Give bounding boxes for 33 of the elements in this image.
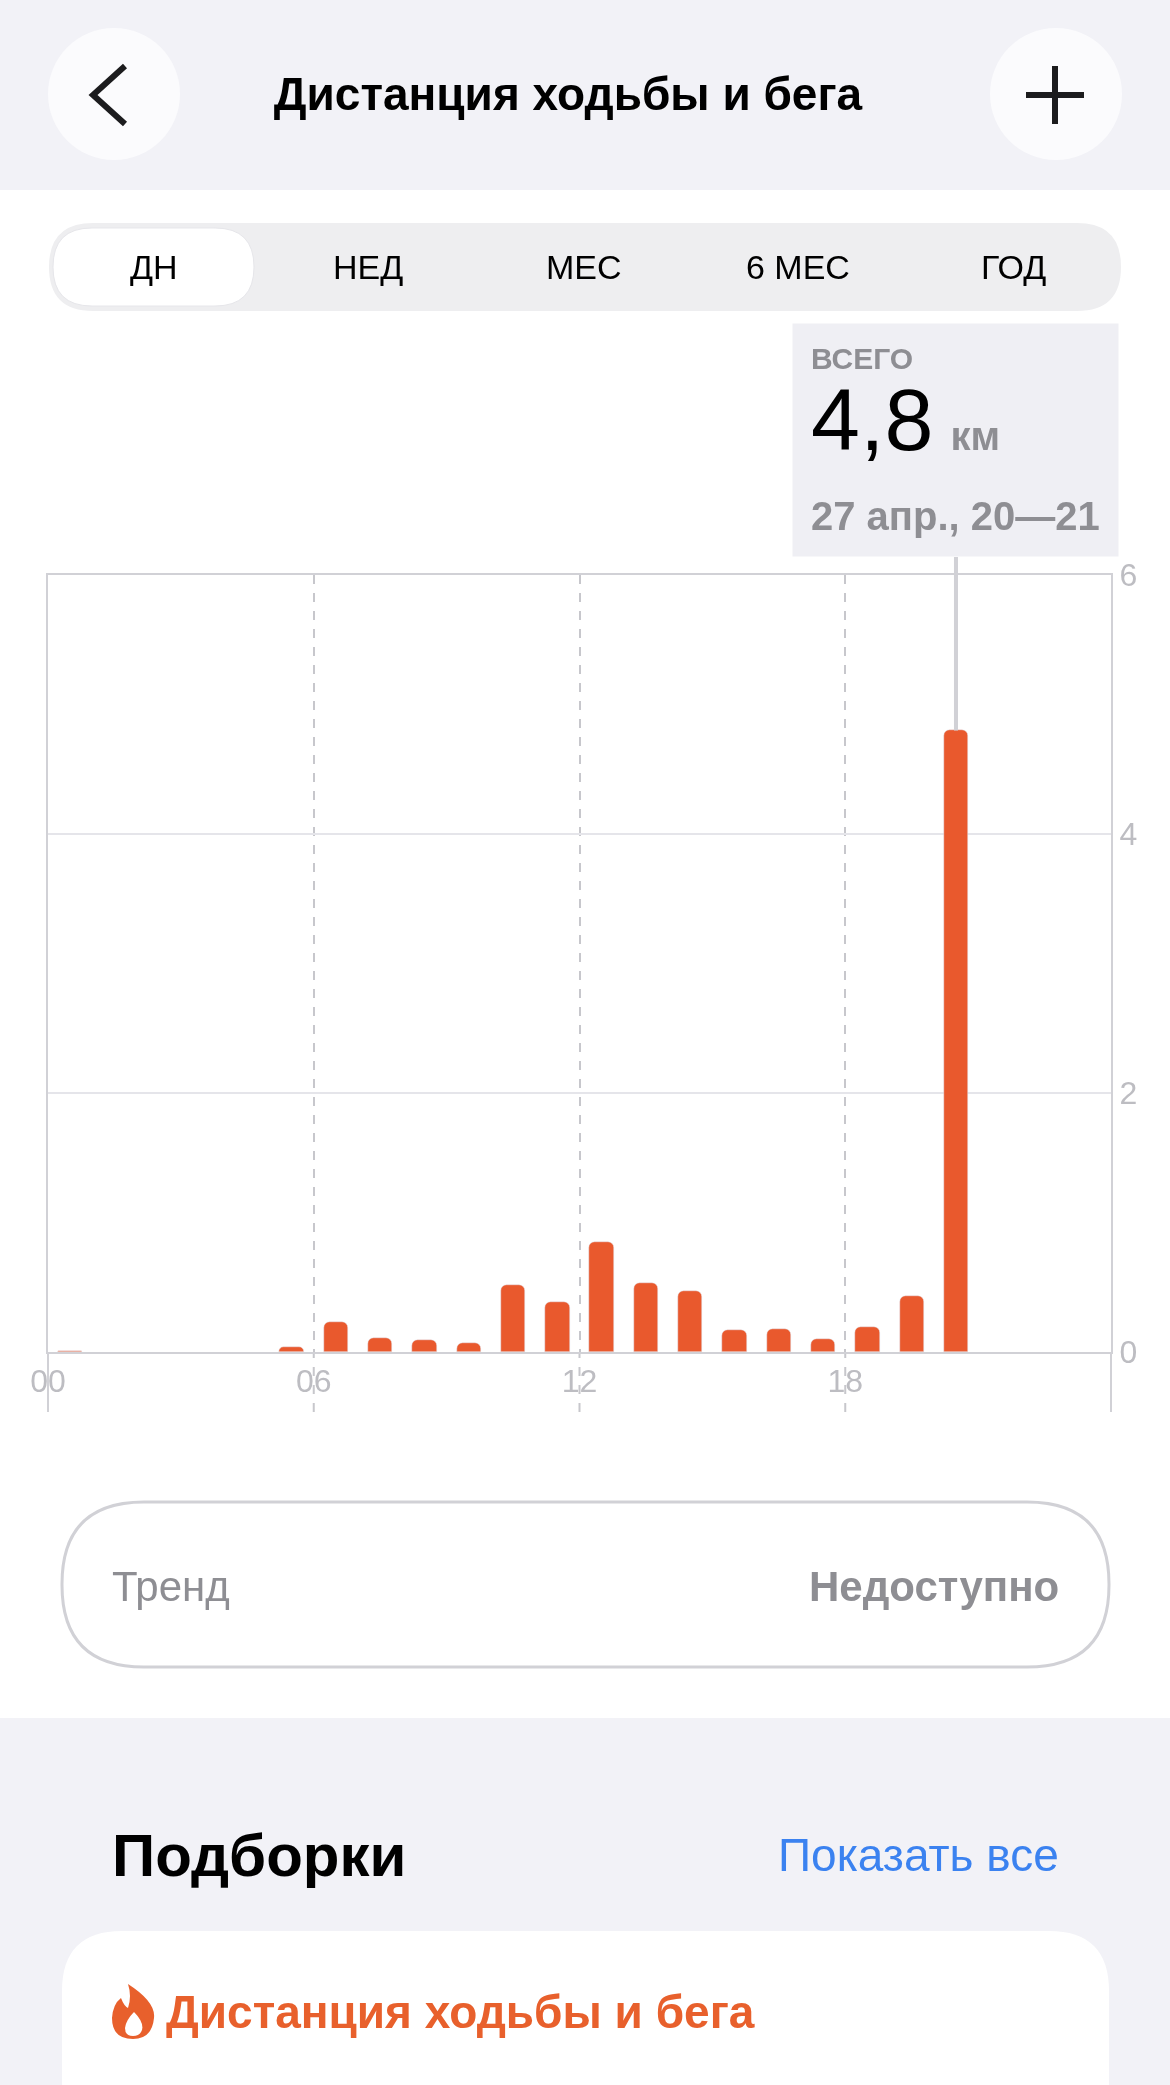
bar xyxy=(411,1339,437,1352)
bar xyxy=(810,1338,835,1352)
text: Недоступно xyxy=(809,1563,1060,1610)
y-tick-label: 6 xyxy=(1119,557,1138,594)
text: Дистанция ходьбы и бега xyxy=(166,1986,755,2038)
bar xyxy=(899,1295,924,1352)
bar xyxy=(633,1282,658,1352)
text: ДН xyxy=(130,248,178,286)
x-tick-label: 12 xyxy=(561,1363,598,1400)
y-tick-label: 0 xyxy=(1119,1334,1138,1371)
text: ГОД xyxy=(981,248,1047,286)
x-tick-label: 18 xyxy=(827,1363,864,1400)
bar xyxy=(588,1241,614,1352)
text: Тренд xyxy=(112,1563,230,1610)
y-tick-label: 4 xyxy=(1119,816,1138,853)
text: Показать все xyxy=(778,1829,1059,1881)
bar xyxy=(367,1337,392,1352)
bar xyxy=(854,1326,880,1352)
bar xyxy=(721,1329,747,1352)
text: НЕД xyxy=(333,248,404,286)
bar xyxy=(677,1290,702,1352)
bar xyxy=(323,1321,348,1352)
annotation: ВСЕГО 4,8 км 27 апр., 20—21 xyxy=(811,342,1100,539)
y-tick-label: 2 xyxy=(1119,1075,1138,1112)
text: 6 МЕС xyxy=(746,248,850,286)
bar xyxy=(766,1328,791,1352)
x-tick-label: 06 xyxy=(295,1363,332,1400)
chart-title: Дистанция ходьбы и бега xyxy=(273,68,863,121)
text: МЕС xyxy=(546,248,622,286)
bar xyxy=(500,1284,525,1352)
text: Подборки xyxy=(112,1822,407,1889)
bar xyxy=(544,1301,570,1352)
x-tick-label: 00 xyxy=(30,1363,66,1400)
